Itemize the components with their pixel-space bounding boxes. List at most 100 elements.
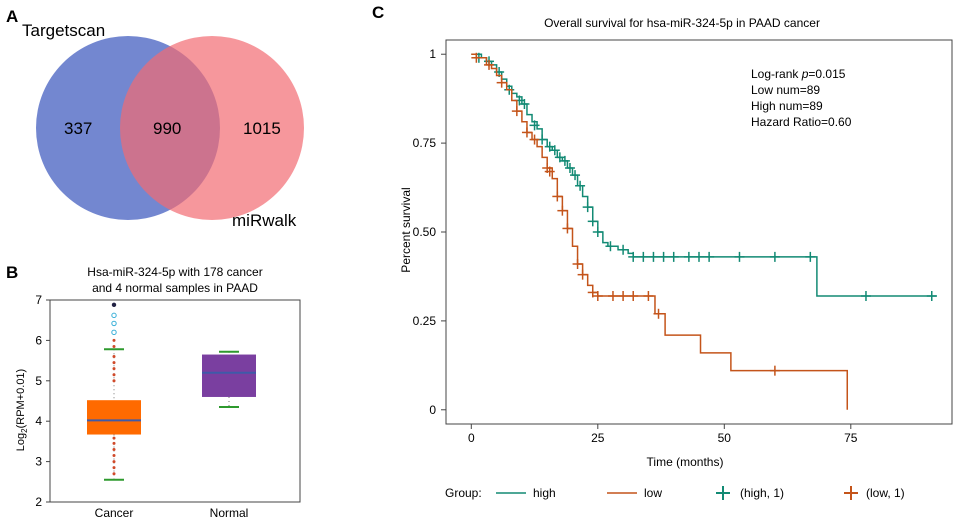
censor-mark — [519, 99, 530, 109]
censor-mark — [564, 163, 575, 173]
censor-mark — [570, 170, 581, 181]
km-ylabel: Percent survival — [399, 187, 413, 272]
boxplot-ytick-label-1: 3 — [35, 455, 42, 469]
censor-mark — [577, 269, 588, 280]
censor-mark — [694, 251, 704, 262]
km-censor-marks-low — [471, 52, 780, 376]
censor-mark — [607, 291, 618, 301]
censor-mark — [557, 205, 568, 216]
venn-count-intersection: 990 — [153, 119, 181, 138]
boxplot-xtick-label-0: Cancer — [95, 506, 134, 519]
censor-mark — [643, 291, 654, 301]
censor-mark — [628, 291, 639, 301]
censor-mark — [559, 155, 570, 166]
boxplot-ytick-label-5: 7 — [35, 293, 42, 307]
outlier-point — [112, 447, 116, 451]
censor-mark — [658, 251, 669, 262]
outlier-point — [111, 312, 117, 319]
venn-diagram: Targetscan miRwalk 337 990 1015 — [22, 21, 304, 230]
box-group-cancer — [87, 302, 141, 481]
outlier-point — [112, 367, 116, 371]
legend-swatch-low-censor — [844, 486, 858, 500]
censor-mark — [638, 251, 649, 262]
km-ytick-label-4: 1 — [429, 47, 436, 61]
km-curve-high — [471, 53, 937, 297]
censor-mark — [592, 291, 603, 301]
boxplot-ytick-label-2: 4 — [35, 414, 42, 428]
censor-mark — [554, 152, 565, 163]
km-censor-marks-high — [473, 52, 937, 301]
outlier-point — [112, 436, 116, 440]
censor-mark — [769, 251, 780, 262]
legend-label-low: low — [644, 486, 662, 500]
censor-mark — [572, 259, 583, 269]
km-ytick-label-3: 0.75 — [413, 136, 437, 150]
km-ytick-label-0: 0 — [429, 403, 436, 417]
outlier-point — [112, 338, 116, 342]
outlier-point — [112, 355, 116, 359]
venn-count-mirwalk-only: 1015 — [243, 119, 281, 138]
boxplot-ylabel: Log2(RPM+0.01) — [15, 369, 29, 451]
boxplot-ytick-label-3: 5 — [35, 374, 42, 388]
boxplot-title-line2: and 4 normal samples in PAAD — [92, 281, 258, 295]
censor-mark — [734, 251, 745, 262]
outlier-point — [112, 373, 116, 377]
km-stat-logrank: Log-rank p=0.015 — [751, 67, 846, 81]
km-title: Overall survival for hsa-miR-324-5p in P… — [544, 16, 820, 30]
censor-mark — [562, 223, 573, 234]
legend-label-low-censor: (low, 1) — [866, 486, 905, 500]
outlier-point — [112, 466, 116, 470]
censor-mark — [805, 251, 816, 262]
panel-label-a: A — [6, 7, 18, 26]
outlier-point — [111, 320, 117, 327]
censor-mark — [618, 291, 629, 301]
censor-mark — [484, 59, 495, 70]
venn-circle-mirwalk — [120, 36, 304, 220]
legend-title: Group: — [445, 486, 482, 500]
km-ytick-label-2: 0.50 — [413, 225, 437, 239]
censor-mark — [544, 141, 555, 152]
km-xtick-label-1: 25 — [591, 431, 605, 445]
km-ytick-label-1: 0.25 — [413, 314, 437, 328]
km-xtick-label-2: 50 — [718, 431, 732, 445]
censor-mark — [592, 227, 603, 237]
censor-mark — [544, 166, 555, 177]
censor-mark — [552, 191, 563, 202]
venn-set-label-targetscan: Targetscan — [22, 21, 105, 40]
km-stat-high-num: High num=89 — [751, 99, 823, 113]
outlier-point — [111, 329, 117, 336]
outlier-point — [112, 454, 116, 458]
boxplot-title-line1: Hsa-miR-324-5p with 178 cancer — [87, 265, 262, 279]
censor-mark — [587, 216, 598, 227]
censor-mark — [511, 106, 522, 117]
censor-mark — [683, 251, 694, 262]
censor-mark — [496, 77, 507, 88]
box-iqr — [87, 400, 141, 435]
censor-mark — [769, 365, 780, 376]
boxplot-xtick-label-1: Normal — [210, 506, 249, 519]
outlier-point — [111, 302, 117, 308]
km-stats-box: Log-rank p=0.015 Low num=89 High num=89 … — [751, 67, 852, 129]
boxplot-ytick-label-4: 6 — [35, 333, 42, 347]
censor-mark — [653, 308, 664, 319]
legend-label-high-censor: (high, 1) — [740, 486, 784, 500]
km-plot-area: 0 25 50 75 0 0.25 0.50 0.75 1 — [413, 39, 953, 445]
km-legend: Group: high low (high, 1) (low, 1) — [445, 486, 905, 500]
outlier-point — [112, 472, 116, 476]
outlier-point — [112, 361, 116, 365]
outlier-point — [112, 460, 116, 464]
censor-mark — [529, 120, 540, 131]
boxplot-ytick-label-0: 2 — [35, 495, 42, 509]
censor-mark — [587, 287, 598, 298]
censor-mark — [549, 145, 560, 156]
censor-mark — [605, 241, 616, 252]
boxplot-frame — [49, 299, 301, 503]
censor-mark — [704, 251, 715, 262]
panel-label-c: C — [372, 3, 384, 22]
censor-mark — [618, 244, 629, 255]
box-group-normal — [202, 350, 256, 409]
censor-mark — [471, 52, 482, 63]
venn-set-label-mirwalk: miRwalk — [232, 211, 297, 230]
censor-mark — [648, 251, 659, 262]
legend-swatch-high-censor — [716, 486, 730, 500]
